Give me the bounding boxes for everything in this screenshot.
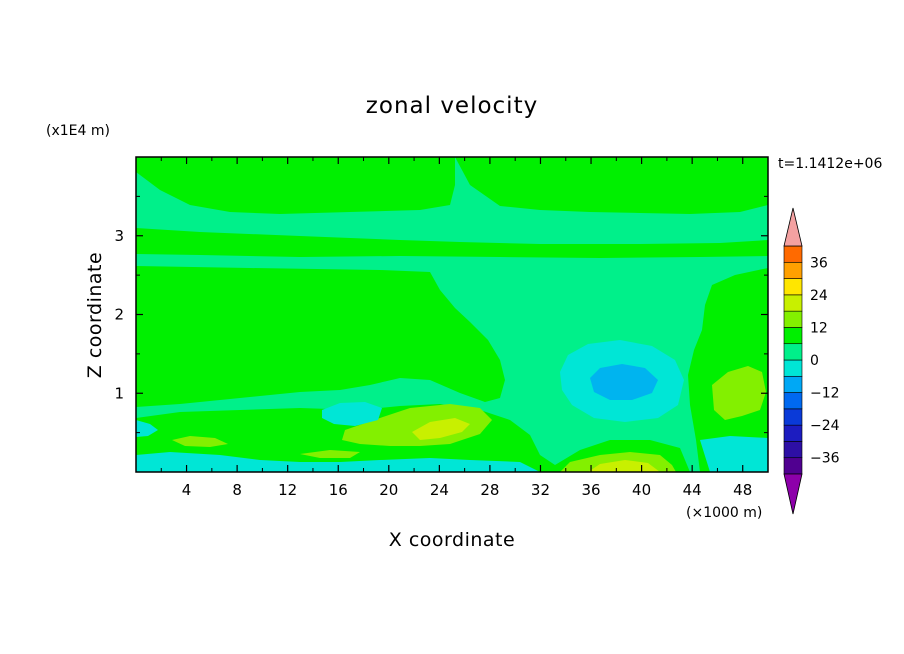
colorbar-tick-label: −12 — [810, 386, 840, 402]
colorbar-tick-label: −36 — [810, 451, 840, 467]
x-tick-label: 8 — [232, 481, 242, 499]
colorbar-over-arrow — [783, 207, 803, 247]
x-tick-label: 32 — [531, 481, 550, 499]
contour-field — [136, 157, 768, 472]
colorbar-segment — [783, 343, 803, 361]
x-tick-label: 12 — [278, 481, 297, 499]
time-label: t=1.1412e+06 — [778, 156, 882, 172]
x-tick-label: 44 — [683, 481, 702, 499]
colorbar-segment — [783, 245, 803, 263]
field-cyan-right-low — [700, 436, 768, 472]
field-yellowgreen-left — [172, 436, 228, 447]
field-blue-core — [590, 364, 658, 400]
x-tick-label: 36 — [581, 481, 600, 499]
colorbar-tick-label: −24 — [810, 418, 840, 434]
colorbar-segment — [783, 278, 803, 296]
field-green-top-left — [136, 157, 455, 214]
colorbar-segment — [783, 359, 803, 377]
colorbar-tick-label: 24 — [810, 288, 828, 304]
y-unit-label: (x1E4 m) — [46, 123, 110, 139]
field-yellow-core-center — [412, 418, 470, 440]
x-tick-label: 24 — [430, 481, 449, 499]
x-axis-label: X coordinate — [389, 529, 515, 551]
colorbar-tick-label: 12 — [810, 320, 828, 336]
field-yellowgreen-center — [342, 404, 492, 446]
x-tick-label: 28 — [480, 481, 499, 499]
x-tick-label: 16 — [329, 481, 348, 499]
x-tick-label: 40 — [632, 481, 651, 499]
colorbar-segment — [783, 424, 803, 442]
colorbar-tick-label: 36 — [810, 255, 828, 271]
x-tick-label: 20 — [379, 481, 398, 499]
field-cyan-left-edge — [136, 420, 158, 437]
colorbar-segment — [783, 310, 803, 328]
field-cyan-mid — [322, 402, 382, 426]
colorbar-segment — [783, 261, 803, 279]
x-tick-label: 4 — [182, 481, 192, 499]
chart-title: zonal velocity — [366, 93, 538, 119]
y-tick-label: 2 — [114, 306, 124, 324]
y-axis-ticks: 1 2 3 — [114, 195, 768, 434]
colorbar-segment — [783, 392, 803, 410]
colorbar-tick-label: 0 — [810, 353, 819, 369]
field-green-main-left — [136, 266, 505, 407]
field-green-band-upper — [136, 228, 768, 258]
colorbar-segment — [783, 327, 803, 345]
colorbar-segment — [783, 441, 803, 459]
field-yellowgreen-lowstripe — [300, 450, 360, 458]
y-axis-label: Z coordinate — [84, 252, 106, 378]
colorbar-segment — [783, 457, 803, 475]
field-green-top-right — [455, 157, 768, 214]
colorbar-under-arrow — [783, 473, 803, 515]
colorbar-segment — [783, 375, 803, 393]
y-tick-label: 3 — [114, 227, 124, 245]
colorbar-segment — [783, 294, 803, 312]
x-unit-label: (×1000 m) — [686, 505, 762, 521]
x-tick-label: 48 — [733, 481, 752, 499]
field-green-main-right — [688, 268, 768, 472]
colorbar-segment — [783, 408, 803, 426]
y-tick-label: 1 — [114, 384, 124, 402]
field-yellowgreen-right — [712, 366, 766, 420]
colorbar: 36 24 12 0 −12 −24 −36 — [783, 207, 840, 515]
x-axis-ticks: 4 8 12 16 20 24 28 32 36 40 44 48 — [160, 157, 752, 499]
